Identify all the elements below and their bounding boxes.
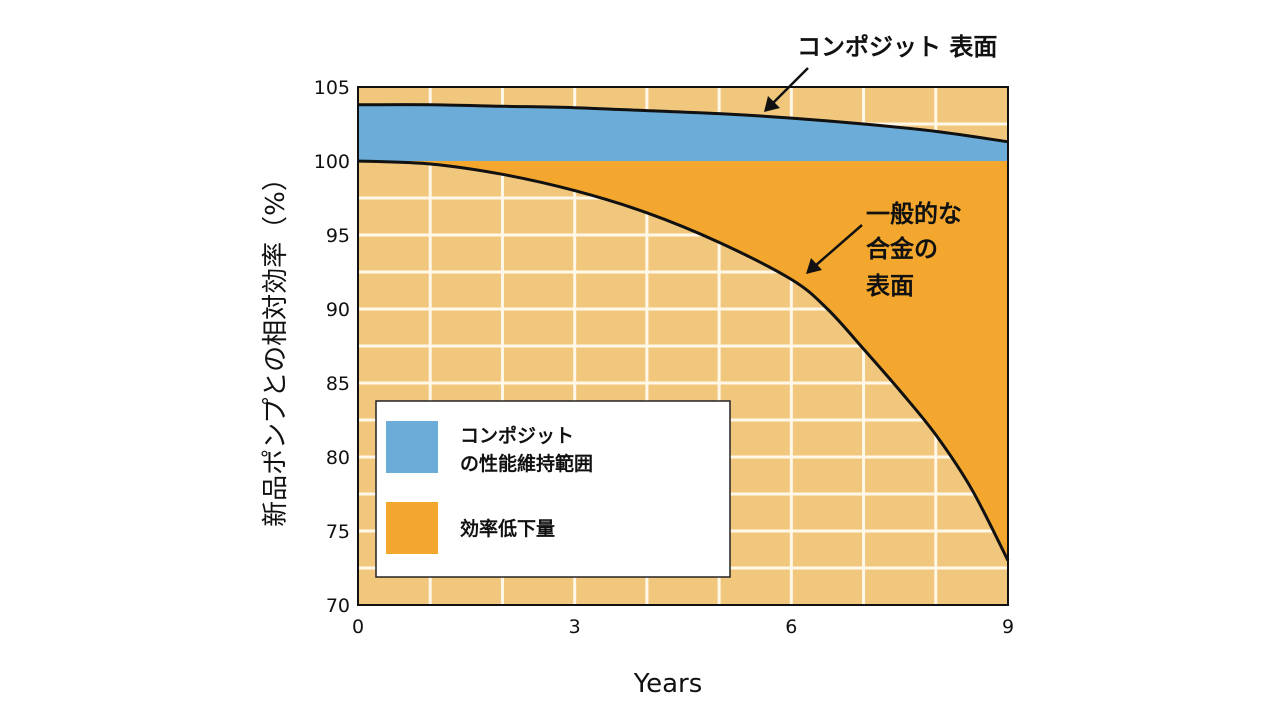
efficiency-loss-area (358, 161, 1008, 561)
y-tick-label: 80 (326, 447, 350, 469)
x-tick-label: 9 (1002, 616, 1014, 638)
alloy-annotation: 一般的な 合金の 表面 (806, 200, 962, 300)
x-axis-title: Years (633, 669, 703, 699)
composite-annotation: コンポジット 表面 (764, 33, 997, 112)
y-tick-label: 105 (314, 77, 350, 99)
plot-frame (357, 86, 1009, 606)
y-tick-label: 70 (326, 595, 350, 617)
alloy-annotation-line: 表面 (866, 272, 914, 300)
alloy-arrowhead-icon (806, 258, 822, 274)
legend-swatch-composite (386, 421, 438, 473)
x-tick-label: 0 (352, 616, 364, 638)
alloy-annotation-arrow (814, 224, 863, 267)
legend-swatch-loss (386, 502, 438, 554)
y-tick-label: 95 (326, 225, 350, 247)
legend-label: 効率低下量 (460, 517, 555, 540)
legend: コンポジット の性能維持範囲 効率低下量 (375, 400, 731, 578)
alloy-annotation-line: 合金の (866, 235, 938, 263)
y-axis-title: 新品ポンプとの相対効率（%） (261, 165, 291, 527)
y-tick-label: 85 (326, 373, 350, 395)
composite-annotation-label: コンポジット 表面 (797, 33, 997, 61)
y-tick-label: 75 (326, 521, 350, 543)
legend-label: の性能維持範囲 (460, 452, 593, 475)
composite-band-area (358, 104, 1008, 161)
alloy-annotation-line: 一般的な (866, 200, 962, 228)
x-tick-label: 6 (785, 616, 797, 638)
legend-label: コンポジット (460, 424, 574, 447)
alloy-series-line (357, 159, 1010, 562)
composite-annotation-arrow (771, 67, 809, 105)
y-tick-label: 90 (326, 299, 350, 321)
x-tick-label: 3 (569, 616, 581, 638)
y-tick-label: 100 (314, 151, 350, 173)
composite-series-line (357, 103, 1009, 144)
composite-arrowhead-icon (764, 96, 780, 112)
axis-ticks: 70 75 80 85 90 95 100 105 0 3 6 9 (314, 77, 1014, 638)
